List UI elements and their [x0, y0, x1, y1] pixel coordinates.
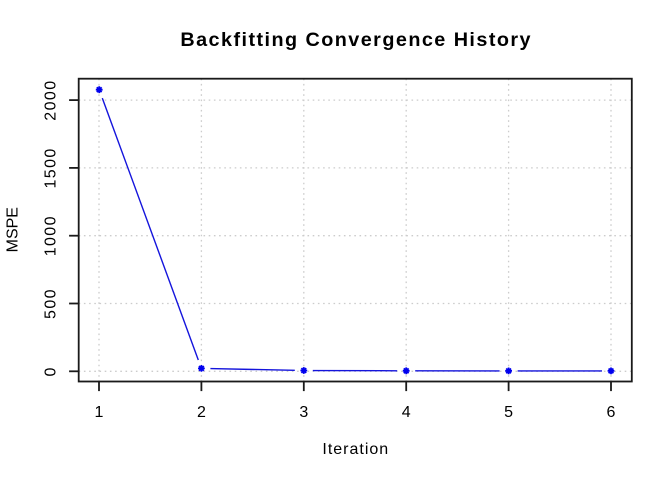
svg-text:500: 500 [43, 288, 60, 319]
svg-text:2000: 2000 [43, 79, 60, 120]
svg-text:0: 0 [43, 366, 60, 376]
svg-text:Backfitting Convergence Histor: Backfitting Convergence History [180, 29, 532, 51]
svg-text:3: 3 [299, 404, 308, 421]
svg-text:6: 6 [607, 404, 616, 421]
svg-text:1: 1 [95, 404, 104, 421]
svg-text:1500: 1500 [43, 147, 60, 188]
svg-text:2: 2 [197, 404, 206, 421]
svg-text:Iteration: Iteration [322, 441, 389, 458]
svg-text:MSPE: MSPE [5, 207, 22, 252]
svg-text:5: 5 [504, 404, 513, 421]
svg-text:4: 4 [402, 404, 411, 421]
svg-text:1000: 1000 [43, 215, 60, 256]
